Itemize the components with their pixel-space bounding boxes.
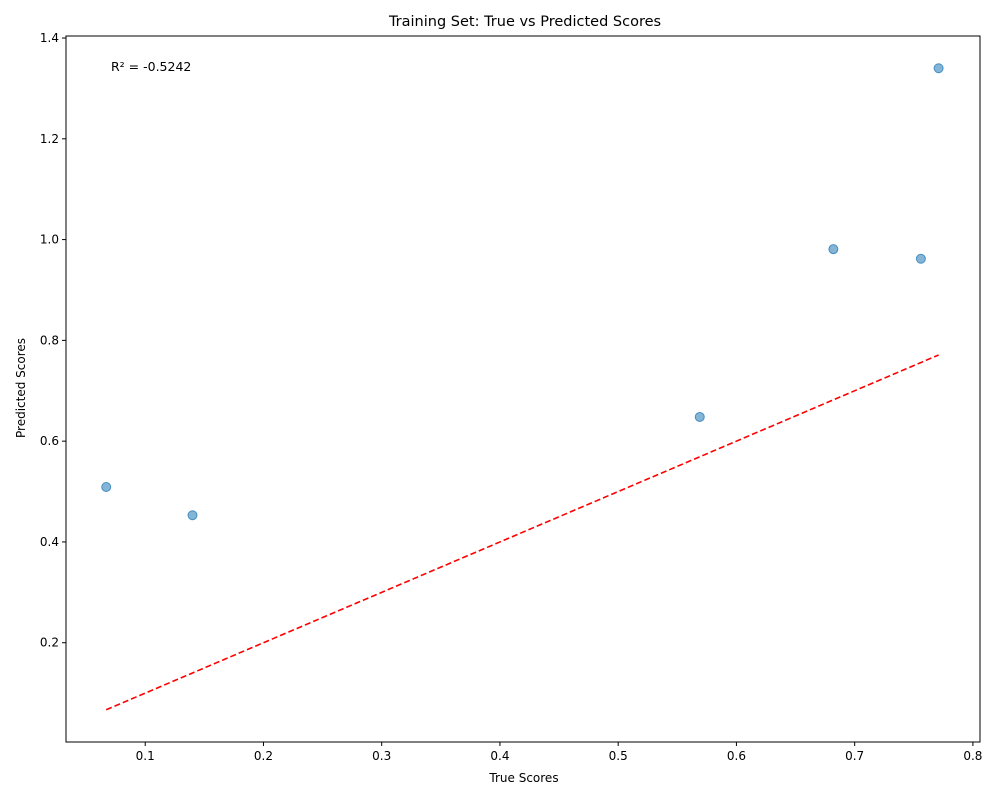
x-tick-label: 0.2 xyxy=(254,749,273,763)
y-tick-label: 0.8 xyxy=(40,333,59,347)
data-point xyxy=(933,63,944,74)
x-tick-label: 0.7 xyxy=(845,749,864,763)
data-point xyxy=(187,510,198,521)
data-point xyxy=(828,244,839,255)
y-tick-label: 0.2 xyxy=(40,636,59,650)
x-tick-label: 0.8 xyxy=(963,749,982,763)
x-tick-label: 0.4 xyxy=(490,749,509,763)
x-axis-title: True Scores xyxy=(488,771,558,785)
r-squared-annotation: R² = -0.5242 xyxy=(111,59,191,74)
y-tick-label: 1.0 xyxy=(40,233,59,247)
x-tick-label: 0.5 xyxy=(609,749,628,763)
data-point xyxy=(694,411,705,422)
plot-area xyxy=(65,35,981,743)
y-tick-label: 1.2 xyxy=(40,132,59,146)
y-tick-label: 1.4 xyxy=(40,31,59,45)
y-axis: 0.2 0.4 0.6 0.8 1.0 1.2 1.4 xyxy=(40,31,66,650)
x-axis: 0.1 0.2 0.3 0.4 0.5 0.6 0.7 0.8 xyxy=(136,742,982,763)
x-tick-label: 0.1 xyxy=(136,749,155,763)
plot-frame xyxy=(65,35,981,743)
x-tick-label: 0.3 xyxy=(372,749,391,763)
data-point xyxy=(101,482,112,493)
x-tick-label: 0.6 xyxy=(727,749,746,763)
y-tick-label: 0.6 xyxy=(40,434,59,448)
data-point xyxy=(915,253,926,264)
y-axis-title: Predicted Scores xyxy=(14,338,28,438)
y-tick-label: 0.4 xyxy=(40,535,59,549)
chart-title: Training Set: True vs Predicted Scores xyxy=(388,14,661,30)
reference-line xyxy=(105,354,939,711)
